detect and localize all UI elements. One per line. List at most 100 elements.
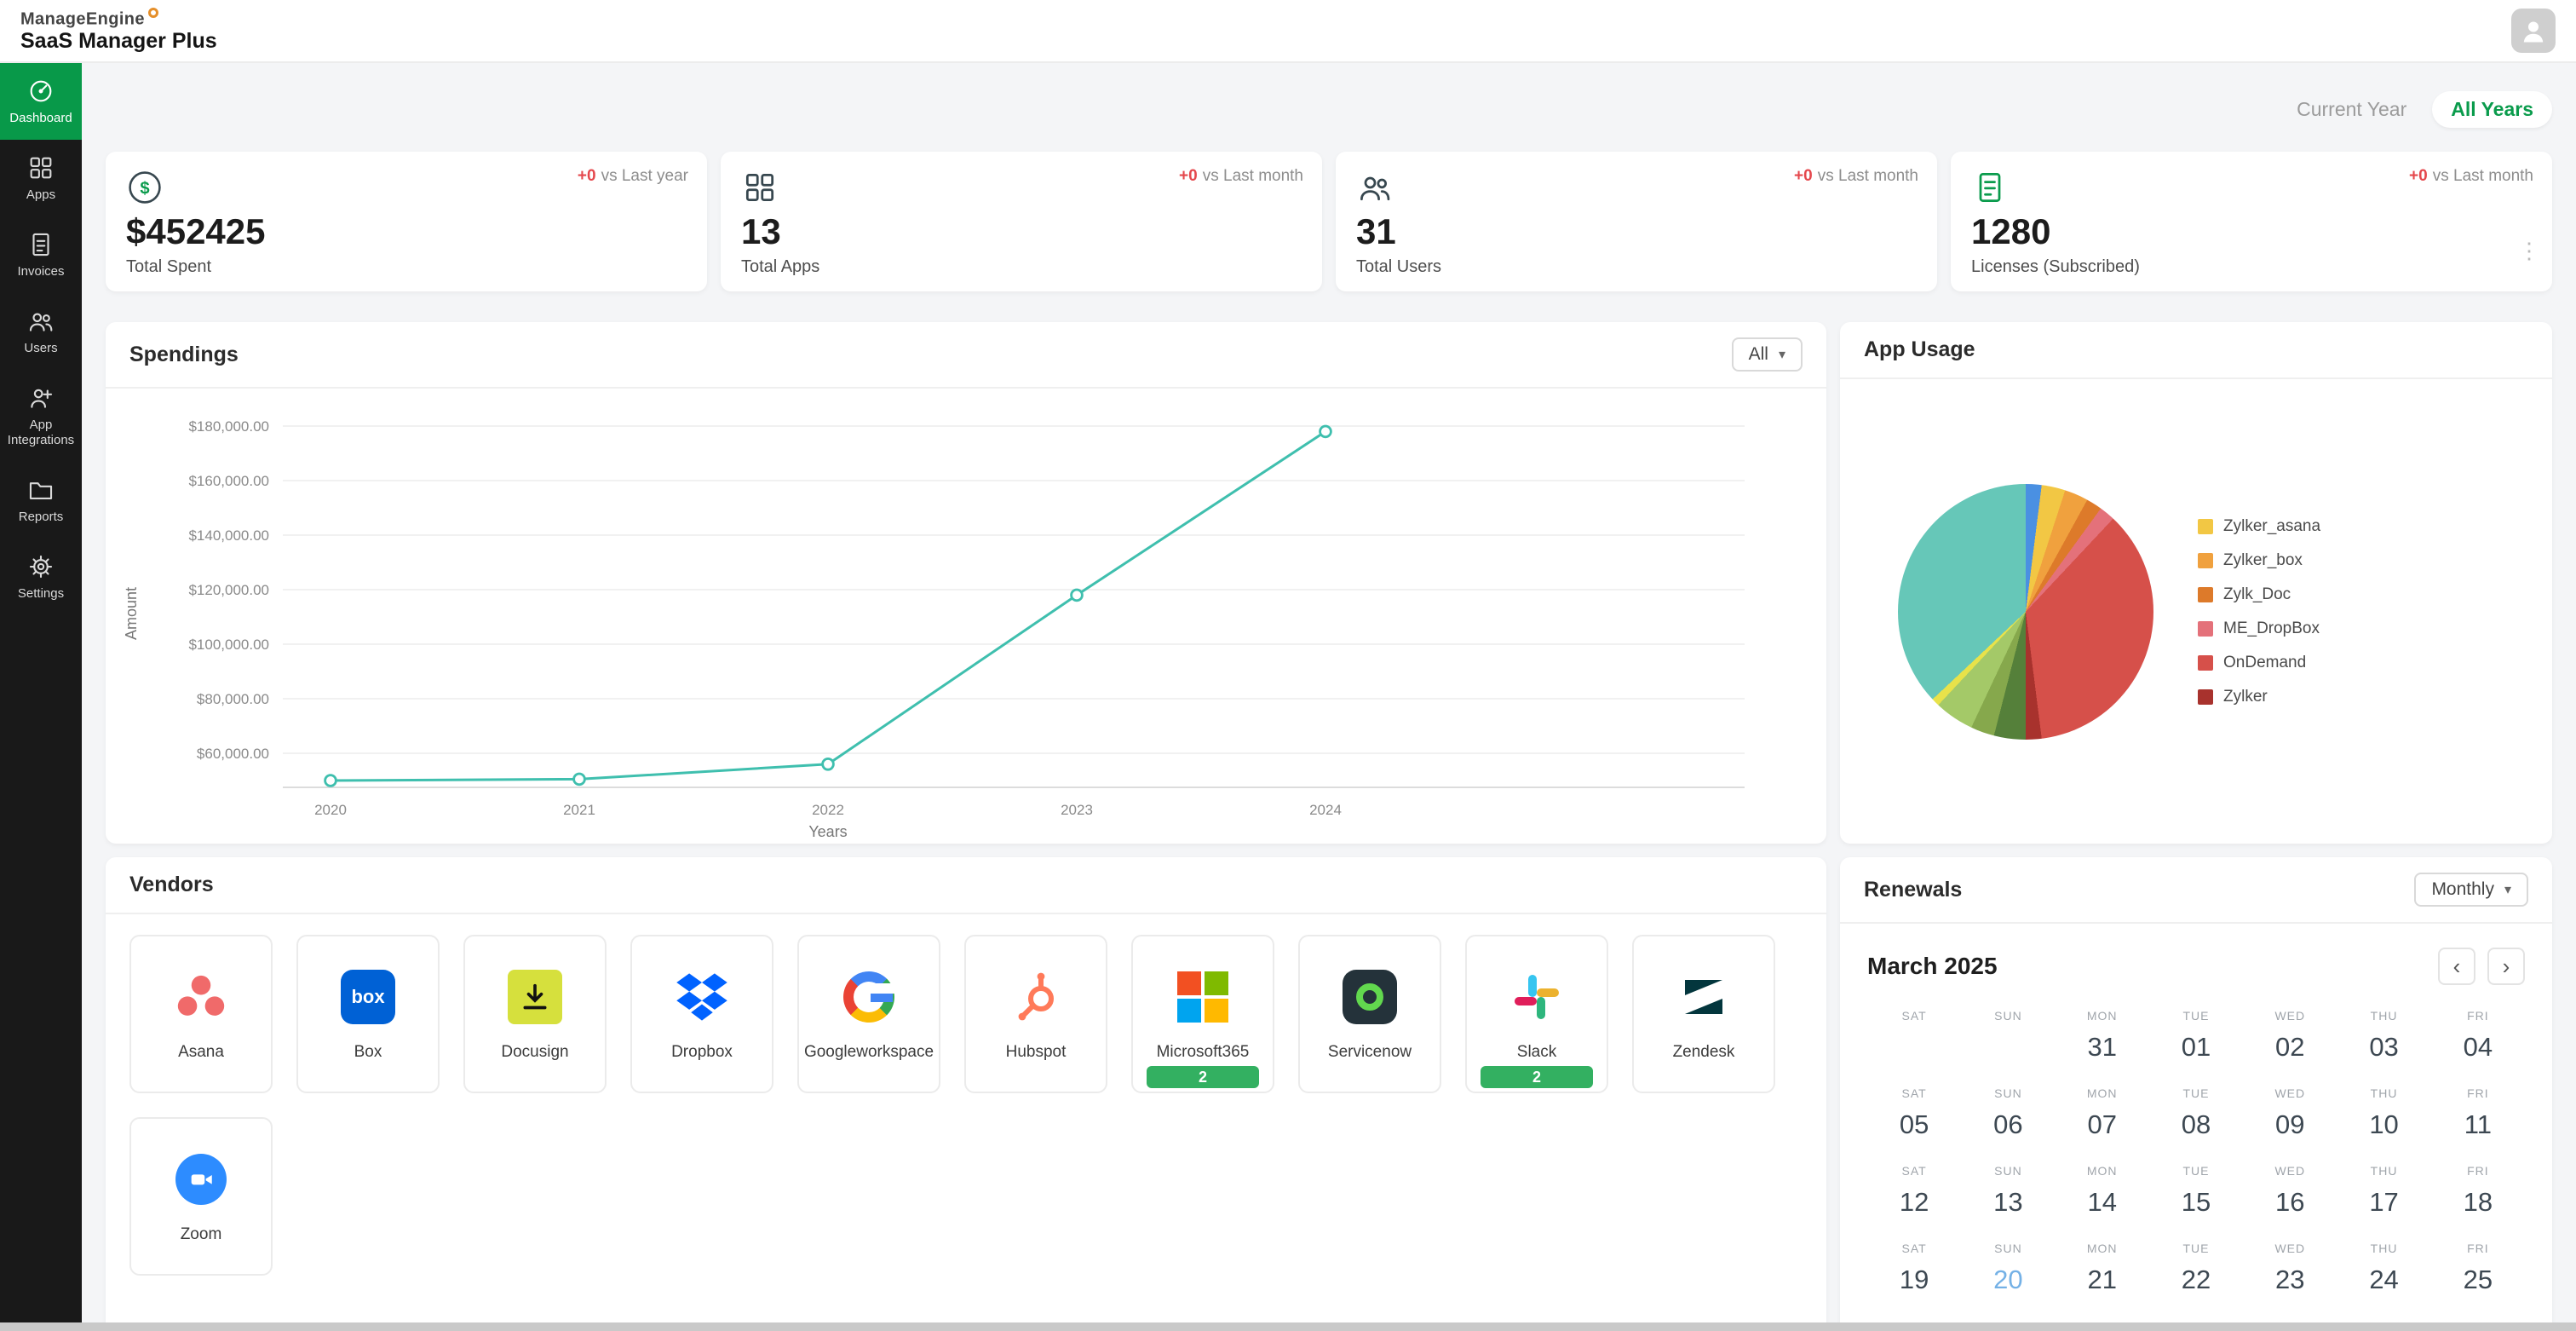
calendar-day-cell[interactable]: TUE 22 [2149,1238,2243,1299]
calendar-day-cell[interactable]: THU 03 [2337,1005,2430,1066]
calendar-date-number: 14 [2087,1187,2117,1217]
legend-label: Zylker [2223,687,2268,706]
vendor-name: Asana [178,1043,224,1061]
dashboard-main: Current Year All Years +0 vs Last year $ $45… [82,63,2576,1331]
calendar-day-cell[interactable]: TUE 08 [2149,1083,2243,1144]
vendor-card-hubspot[interactable]: Hubspot [964,935,1107,1093]
apps-squares-icon [741,169,1302,206]
calendar-day-cell[interactable]: WED 02 [2243,1005,2337,1066]
period-option-current-year[interactable]: Current Year [2297,97,2407,120]
users-icon [26,307,55,336]
license-doc-icon [1971,169,2532,206]
spendings-title: Spendings [129,342,239,366]
calendar-dow-label: WED [2274,1164,2306,1178]
sidebar-item-label: App Integrations [7,418,75,447]
vendor-card-box[interactable]: box Box [296,935,440,1093]
calendar-day-cell[interactable]: MON 14 [2056,1161,2149,1221]
vendor-card-zoom[interactable]: Zoom [129,1117,273,1276]
calendar-day-cell[interactable]: SUN 20 [1961,1238,2055,1299]
calendar-day-cell[interactable]: SAT 12 [1867,1161,1961,1221]
calendar-day-cell[interactable]: THU 17 [2337,1161,2430,1221]
calendar-date-number: 13 [1993,1187,2023,1217]
sidebar-item-invoices[interactable]: Invoices [0,216,82,293]
vendor-card-dropbox[interactable]: Dropbox [630,935,773,1093]
vendor-card-zendesk[interactable]: Zendesk [1632,935,1775,1093]
calendar-date-number: 10 [2369,1109,2399,1139]
user-avatar[interactable] [2511,9,2556,53]
app-usage-pie-chart [1898,483,2153,740]
sidebar-item-dashboard[interactable]: Dashboard [0,63,82,140]
calendar-day-cell[interactable]: SUN 06 [1961,1083,2055,1144]
zendesk-logo-icon [1676,966,1731,1028]
legend-label: ME_DropBox [2223,619,2320,637]
calendar-day-cell[interactable]: SAT 19 [1867,1238,1961,1299]
vendor-card-googleworkspace[interactable]: Googleworkspace [797,935,940,1093]
calendar-dow-label: SUN [1994,1086,2022,1100]
legend-swatch [2198,552,2213,568]
sidebar-item-app-integrations[interactable]: App Integrations [0,370,82,462]
vendor-renewal-badge: 2 [1481,1066,1593,1088]
spendings-line-chart: $180,000.00 $160,000.00 $140,000.00 $120,00… [123,418,1745,840]
vendor-name: Zoom [180,1225,222,1243]
renewals-filter-dropdown[interactable]: Monthly ▾ [2414,873,2528,907]
stat-value: 13 [741,211,781,251]
calendar-date-number: 20 [1993,1265,2023,1294]
caret-down-icon: ▾ [1778,348,1785,362]
stat-delta-value: +0 [1179,167,1198,185]
sidebar-item-label: Dashboard [9,111,72,125]
svg-text:$: $ [140,179,149,198]
vendor-card-servicenow[interactable]: Servicenow [1298,935,1441,1093]
spendings-filter-dropdown[interactable]: All ▾ [1731,337,1803,372]
sidebar-item-reports[interactable]: Reports [0,462,82,539]
sidebar-item-settings[interactable]: Settings [0,539,82,615]
calendar-day-cell[interactable]: TUE 01 [2149,1005,2243,1066]
y-axis-label: Amount [123,587,140,640]
sidebar-nav: Dashboard Apps Invoices Users App Integratio… [0,63,82,1331]
calendar-dow-label: THU [2370,1009,2398,1023]
period-toggle: Current Year All Years [106,90,2552,128]
vendor-card-docusign[interactable]: Docusign [463,935,607,1093]
microsoft365-logo-icon [1177,966,1228,1028]
calendar-next-button[interactable]: › [2487,948,2525,985]
x-axis-label: Years [808,823,847,838]
stat-label: Total Users [1356,257,1442,276]
calendar-day-cell[interactable]: THU 24 [2337,1238,2430,1299]
calendar-day-cell[interactable]: FRI 04 [2431,1005,2525,1066]
calendar-day-cell[interactable]: MON 21 [2056,1238,2149,1299]
settings-gear-icon [26,552,55,581]
calendar-day-cell[interactable]: MON 31 [2056,1005,2149,1066]
vendor-card-asana[interactable]: Asana [129,935,273,1093]
calendar-day-cell[interactable]: WED 16 [2243,1161,2337,1221]
calendar-day-cell[interactable]: TUE 15 [2149,1161,2243,1221]
stat-value: 1280 [1971,211,2051,251]
calendar-day-cell[interactable]: MON 07 [2056,1083,2149,1144]
legend-item: Zylker_asana [2198,517,2320,536]
horizontal-scrollbar[interactable] [0,1322,2576,1331]
calendar-dow-label: SUN [1994,1164,2022,1178]
calendar-date-number: 03 [2369,1032,2399,1062]
calendar-day-cell[interactable]: SUN 13 [1961,1161,2055,1221]
sidebar-item-apps[interactable]: Apps [0,140,82,216]
calendar-date-number: 18 [2463,1187,2493,1217]
calendar-prev-button[interactable]: ‹ [2438,948,2475,985]
calendar-day-cell[interactable]: THU 10 [2337,1083,2430,1144]
calendar-day-cell[interactable]: FRI 11 [2431,1083,2525,1144]
data-point [1070,588,1084,602]
calendar-day-cell[interactable]: SAT 05 [1867,1083,1961,1144]
calendar-day-cell[interactable]: FRI 18 [2431,1161,2525,1221]
card-menu-icon[interactable]: ⋮ [2518,238,2540,263]
period-option-all-years[interactable]: All Years [2432,90,2552,128]
vendor-card-microsoft365[interactable]: Microsoft365 2 [1131,935,1274,1093]
legend-swatch [2198,654,2213,671]
calendar-dow-label: FRI [2467,1009,2489,1023]
slack-logo-icon [1509,966,1564,1028]
calendar-date-number: 07 [2087,1109,2117,1139]
sidebar-item-users[interactable]: Users [0,293,82,370]
calendar-day-cell[interactable]: FRI 25 [2431,1238,2525,1299]
calendar-dow-label: MON [2086,1086,2118,1100]
calendar-day-cell[interactable]: WED 09 [2243,1083,2337,1144]
vendor-card-slack[interactable]: Slack 2 [1465,935,1608,1093]
vendor-name: Docusign [501,1043,569,1061]
calendar-day-cell[interactable]: WED 23 [2243,1238,2337,1299]
calendar-dow-label: WED [2274,1009,2306,1023]
